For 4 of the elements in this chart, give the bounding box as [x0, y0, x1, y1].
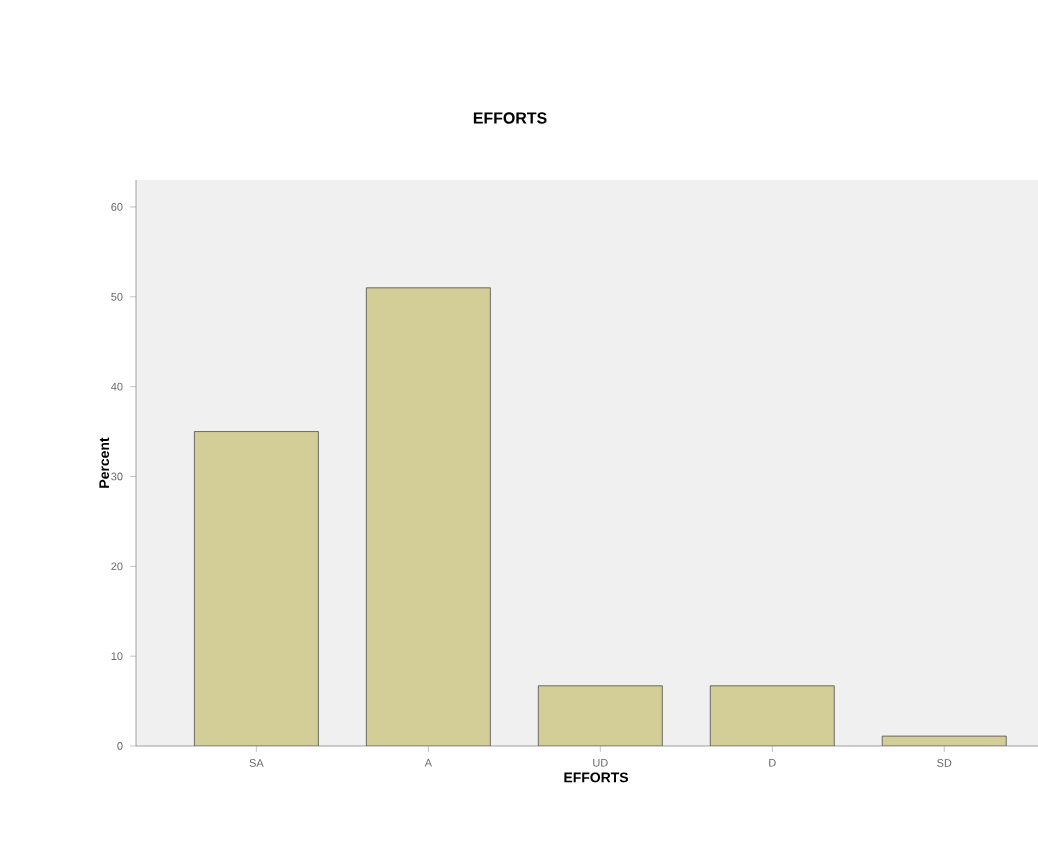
bar: [365, 287, 491, 746]
bar: [537, 685, 663, 746]
bar: [709, 685, 835, 746]
bar: [193, 431, 319, 746]
